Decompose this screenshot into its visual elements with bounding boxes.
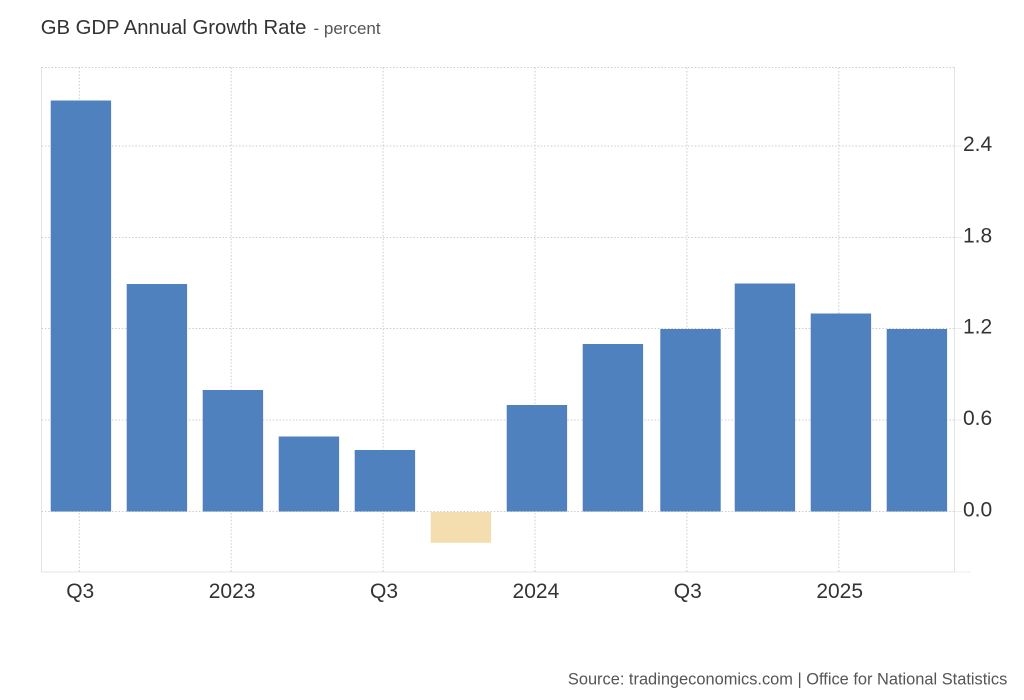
svg-text:0.6: 0.6 <box>963 407 992 430</box>
svg-text:GB GDP Annual Growth Rate: GB GDP Annual Growth Rate <box>41 17 307 39</box>
svg-text:1.2: 1.2 <box>963 316 992 339</box>
svg-text:Q3: Q3 <box>674 580 702 603</box>
svg-text:1.8: 1.8 <box>963 224 992 247</box>
svg-text:- percent: - percent <box>314 19 381 38</box>
svg-text:Source: tradingeconomics.com |: Source: tradingeconomics.com | Office fo… <box>568 670 1007 688</box>
svg-text:Q3: Q3 <box>370 580 398 603</box>
svg-text:2025: 2025 <box>816 580 863 603</box>
svg-text:0.0: 0.0 <box>963 498 992 521</box>
svg-text:2024: 2024 <box>513 580 560 603</box>
svg-text:2.4: 2.4 <box>963 133 993 156</box>
svg-text:Q3: Q3 <box>66 580 94 603</box>
svg-text:2023: 2023 <box>209 580 256 603</box>
